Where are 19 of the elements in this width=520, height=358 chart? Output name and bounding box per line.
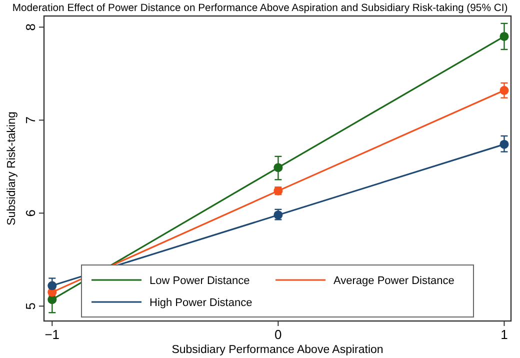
legend-label: High Power Distance [150, 297, 252, 309]
y-axis-title: Subsidiary Risk-taking [6, 112, 18, 226]
y-tick-label: 5 [23, 302, 38, 310]
point [48, 295, 57, 304]
x-tick-label: 0 [274, 327, 282, 342]
point [274, 163, 283, 172]
x-tick-label: −1 [44, 327, 60, 342]
y-tick-label: 8 [23, 24, 38, 31]
point [500, 32, 509, 41]
legend-label: Low Power Distance [150, 275, 250, 287]
legend-label: Average Power Distance [334, 275, 454, 287]
y-tick-label: 6 [23, 210, 38, 217]
chart-title: Moderation Effect of Power Distance on Performance Above Aspiration and Subsidiary Risk-taking (95% CI) [12, 3, 508, 14]
x-tick-label: 1 [500, 327, 508, 342]
y-tick-label: 7 [23, 116, 38, 124]
point [48, 281, 57, 290]
point [500, 86, 509, 95]
point [500, 140, 509, 149]
x-axis-title: Subsidiary Performance Above Aspiration [172, 344, 384, 356]
